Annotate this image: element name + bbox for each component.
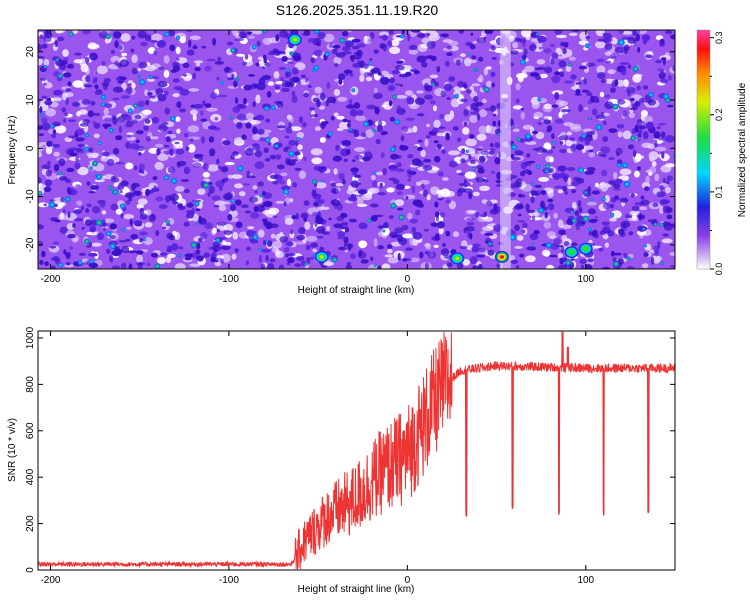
snr-x-label: Height of straight line (km) (298, 584, 415, 595)
snr-y-tick-label: 1000 (25, 326, 36, 349)
hotspot-4 (287, 33, 302, 46)
hotspot-5 (578, 242, 593, 255)
spectrogram-y-tick-label: -20 (25, 237, 36, 252)
spectrogram-y-tick-label: 10 (25, 94, 36, 106)
colorbar-tick-label: 0.0 (714, 263, 724, 276)
spectrogram-x-tick-label: 0 (405, 274, 411, 285)
snr-x-tick-label: 0 (405, 575, 411, 586)
spectrogram-field (38, 30, 675, 269)
colorbar-tick-label: 0.2 (714, 109, 724, 122)
snr-y-tick-label: 600 (25, 422, 36, 439)
snr-x-tick-label: 100 (577, 575, 594, 586)
snr-series-line (38, 331, 675, 570)
colorbar: 0.0 0.1 0.2 0.3 Normalized spectral amplitu… (696, 29, 748, 276)
snr-y-tick-label: 400 (25, 468, 36, 485)
snr-x-tick-label: -100 (219, 575, 239, 586)
snr-y-tick-label: 0 (25, 567, 36, 573)
snr-x-tick-label: -200 (40, 575, 60, 586)
colorbar-tick-label: 0.1 (714, 186, 724, 199)
hotspot-2 (314, 250, 329, 263)
spectrogram-x-label: Height of straight line (km) (298, 285, 415, 296)
spectrogram-y-tick-label: 20 (25, 46, 36, 58)
spectrogram-x-tick-label: -100 (219, 274, 239, 285)
hotspot-1 (450, 252, 465, 265)
spectrogram-frame (37, 29, 676, 270)
snr-panel: -200 -100 0 100 0 200 400 600 800 1000 Height of… (7, 326, 676, 595)
hotspot-3 (564, 246, 579, 259)
spectrogram-x-tick-label: 100 (577, 274, 594, 285)
colorbar-gradient (696, 29, 711, 270)
chart-title: S126.2025.351.11.19.R20 (276, 2, 439, 18)
colorbar-tick-label: 0.3 (714, 31, 724, 44)
spectrogram-x-tick-label: -200 (40, 274, 60, 285)
snr-y-label: SNR (10 * v/v) (7, 418, 18, 482)
spectrogram-y-tick-label: -10 (25, 189, 36, 204)
colorbar-label: Normalized spectral amplitude (737, 82, 748, 217)
spectrogram-y-tick-label: 0 (25, 145, 36, 151)
hotspot-0 (494, 250, 509, 263)
snr-y-tick-label: 800 (25, 376, 36, 393)
snr-frame (37, 330, 676, 571)
snr-y-tick-label: 200 (25, 515, 36, 532)
spectrogram-y-label: Frequency (Hz) (7, 116, 18, 185)
